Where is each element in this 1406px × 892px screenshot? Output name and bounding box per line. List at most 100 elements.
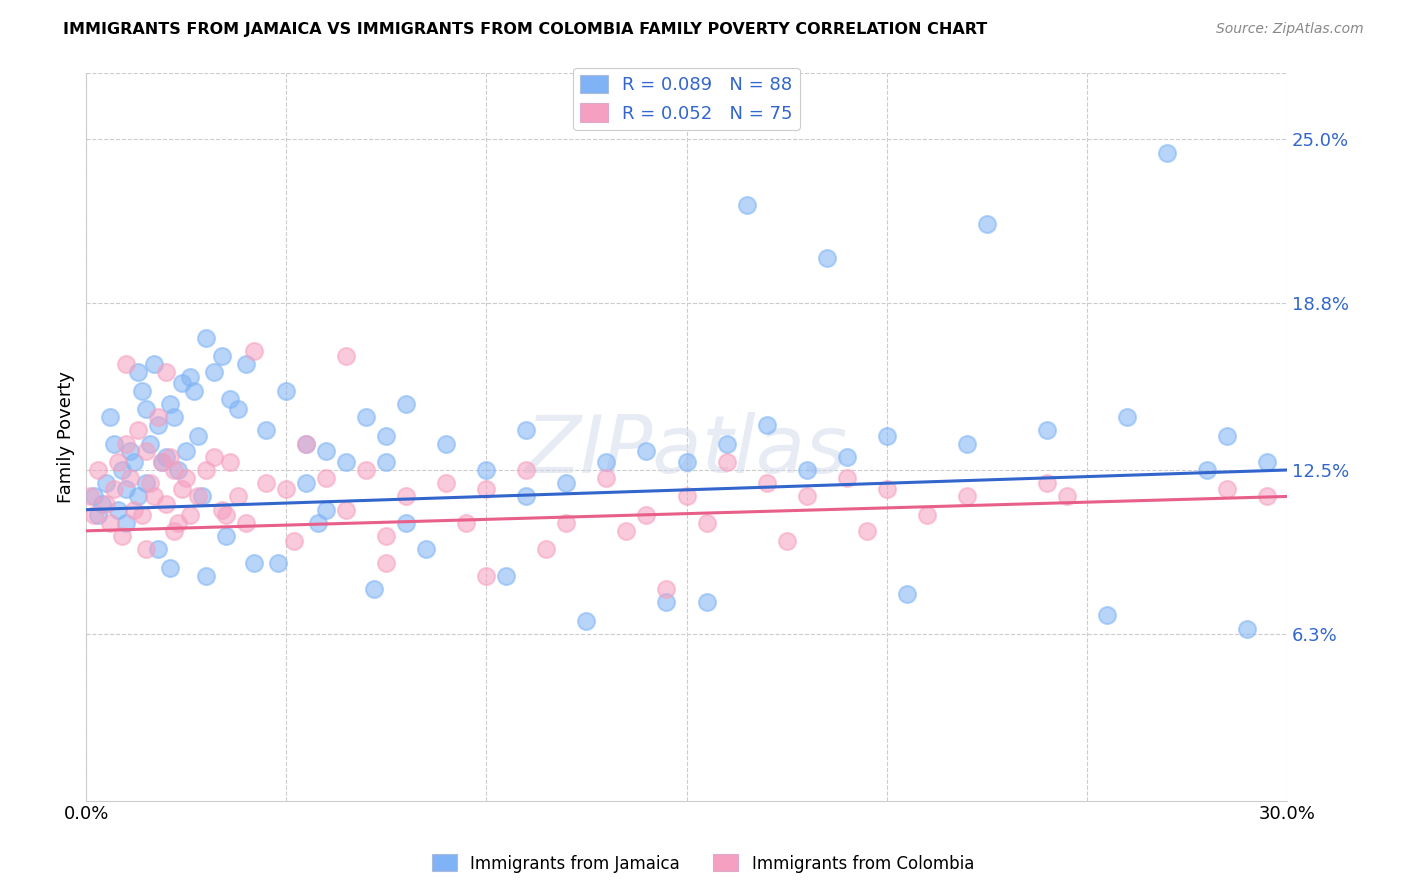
Point [575, 614, 598, 628]
Point [955, 436, 977, 450]
Point [1256, 455, 1278, 469]
Point [135, 476, 157, 491]
Point [127, 365, 149, 379]
Point [111, 463, 134, 477]
Point [896, 587, 918, 601]
Point [1215, 428, 1237, 442]
Point [515, 490, 537, 504]
Point [335, 349, 357, 363]
Point [755, 476, 778, 491]
Point [83, 508, 105, 522]
Point [495, 569, 517, 583]
Point [155, 497, 177, 511]
Point [375, 556, 398, 570]
Point [307, 516, 329, 530]
Point [127, 423, 149, 437]
Point [1195, 463, 1218, 477]
Point [111, 529, 134, 543]
Point [295, 476, 318, 491]
Point [148, 410, 170, 425]
Point [283, 534, 305, 549]
Point [135, 444, 157, 458]
Point [475, 463, 498, 477]
Point [228, 490, 250, 504]
Point [228, 402, 250, 417]
Point [243, 556, 266, 570]
Point [172, 376, 194, 390]
Point [83, 490, 105, 504]
Point [103, 482, 125, 496]
Point [955, 490, 977, 504]
Point [755, 417, 778, 432]
Point [375, 529, 398, 543]
Point [202, 450, 225, 464]
Point [315, 502, 337, 516]
Point [675, 490, 697, 504]
Point [436, 436, 458, 450]
Point [143, 490, 166, 504]
Point [115, 516, 138, 530]
Point [98, 410, 121, 425]
Point [235, 516, 257, 530]
Point [475, 569, 498, 583]
Point [191, 490, 214, 504]
Point [87, 463, 110, 477]
Point [796, 490, 818, 504]
Point [475, 482, 498, 496]
Point [616, 524, 638, 538]
Point [267, 556, 290, 570]
Legend: R = 0.089   N = 88, R = 0.052   N = 75: R = 0.089 N = 88, R = 0.052 N = 75 [574, 68, 800, 130]
Point [356, 463, 378, 477]
Point [219, 392, 242, 406]
Point [1215, 482, 1237, 496]
Point [655, 595, 678, 609]
Point [202, 365, 225, 379]
Point [363, 582, 385, 596]
Point [120, 471, 142, 485]
Point [148, 542, 170, 557]
Point [135, 402, 157, 417]
Point [187, 428, 209, 442]
Point [243, 343, 266, 358]
Point [159, 450, 181, 464]
Text: IMMIGRANTS FROM JAMAICA VS IMMIGRANTS FROM COLOMBIA FAMILY POVERTY CORRELATION C: IMMIGRANTS FROM JAMAICA VS IMMIGRANTS FR… [63, 22, 987, 37]
Legend: Immigrants from Jamaica, Immigrants from Colombia: Immigrants from Jamaica, Immigrants from… [425, 847, 981, 880]
Point [148, 417, 170, 432]
Point [163, 463, 186, 477]
Point [1115, 410, 1137, 425]
Point [395, 516, 418, 530]
Point [815, 252, 838, 266]
Point [183, 384, 205, 398]
Point [695, 516, 717, 530]
Point [716, 436, 738, 450]
Point [139, 476, 162, 491]
Point [276, 482, 298, 496]
Point [159, 561, 181, 575]
Point [295, 436, 318, 450]
Point [179, 508, 201, 522]
Point [1095, 608, 1118, 623]
Point [143, 357, 166, 371]
Point [695, 595, 717, 609]
Point [254, 423, 277, 437]
Point [103, 436, 125, 450]
Point [1156, 145, 1178, 160]
Point [219, 455, 242, 469]
Point [124, 455, 146, 469]
Point [436, 476, 458, 491]
Point [139, 436, 162, 450]
Point [135, 542, 157, 557]
Point [211, 349, 233, 363]
Y-axis label: Family Poverty: Family Poverty [58, 371, 75, 503]
Point [456, 516, 478, 530]
Point [179, 370, 201, 384]
Point [735, 198, 758, 212]
Point [356, 410, 378, 425]
Point [835, 450, 858, 464]
Point [536, 542, 558, 557]
Point [131, 384, 153, 398]
Point [87, 508, 110, 522]
Point [167, 463, 190, 477]
Point [675, 455, 697, 469]
Point [276, 384, 298, 398]
